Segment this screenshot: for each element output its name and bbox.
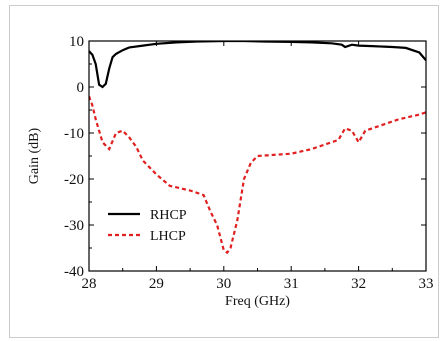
y-axis-title: Gain (dB) [27, 127, 42, 184]
x-tick-label: 31 [284, 276, 299, 292]
y-tick-label: -40 [64, 264, 84, 280]
series-line-lhcp [89, 95, 426, 255]
y-tick-label: -30 [64, 218, 84, 234]
legend-label-lhcp: LHCP [150, 229, 186, 244]
y-tick-label: 10 [69, 34, 84, 50]
y-tick-label: -10 [64, 126, 84, 142]
legend-label-rhcp: RHCP [150, 208, 187, 223]
x-tick-label: 32 [351, 276, 366, 292]
x-tick-label: 30 [216, 276, 231, 292]
x-tick-label: 28 [82, 276, 97, 292]
y-tick-label: 0 [77, 80, 85, 96]
x-axis-title: Freq (GHz) [225, 294, 290, 309]
legend: RHCP LHCP [108, 208, 187, 244]
x-tick-label: 33 [419, 276, 434, 292]
figure-frame [9, 5, 439, 338]
y-tick-label: -20 [64, 172, 84, 188]
x-tick-label: 29 [149, 276, 164, 292]
series-line-rhcp [89, 41, 426, 89]
